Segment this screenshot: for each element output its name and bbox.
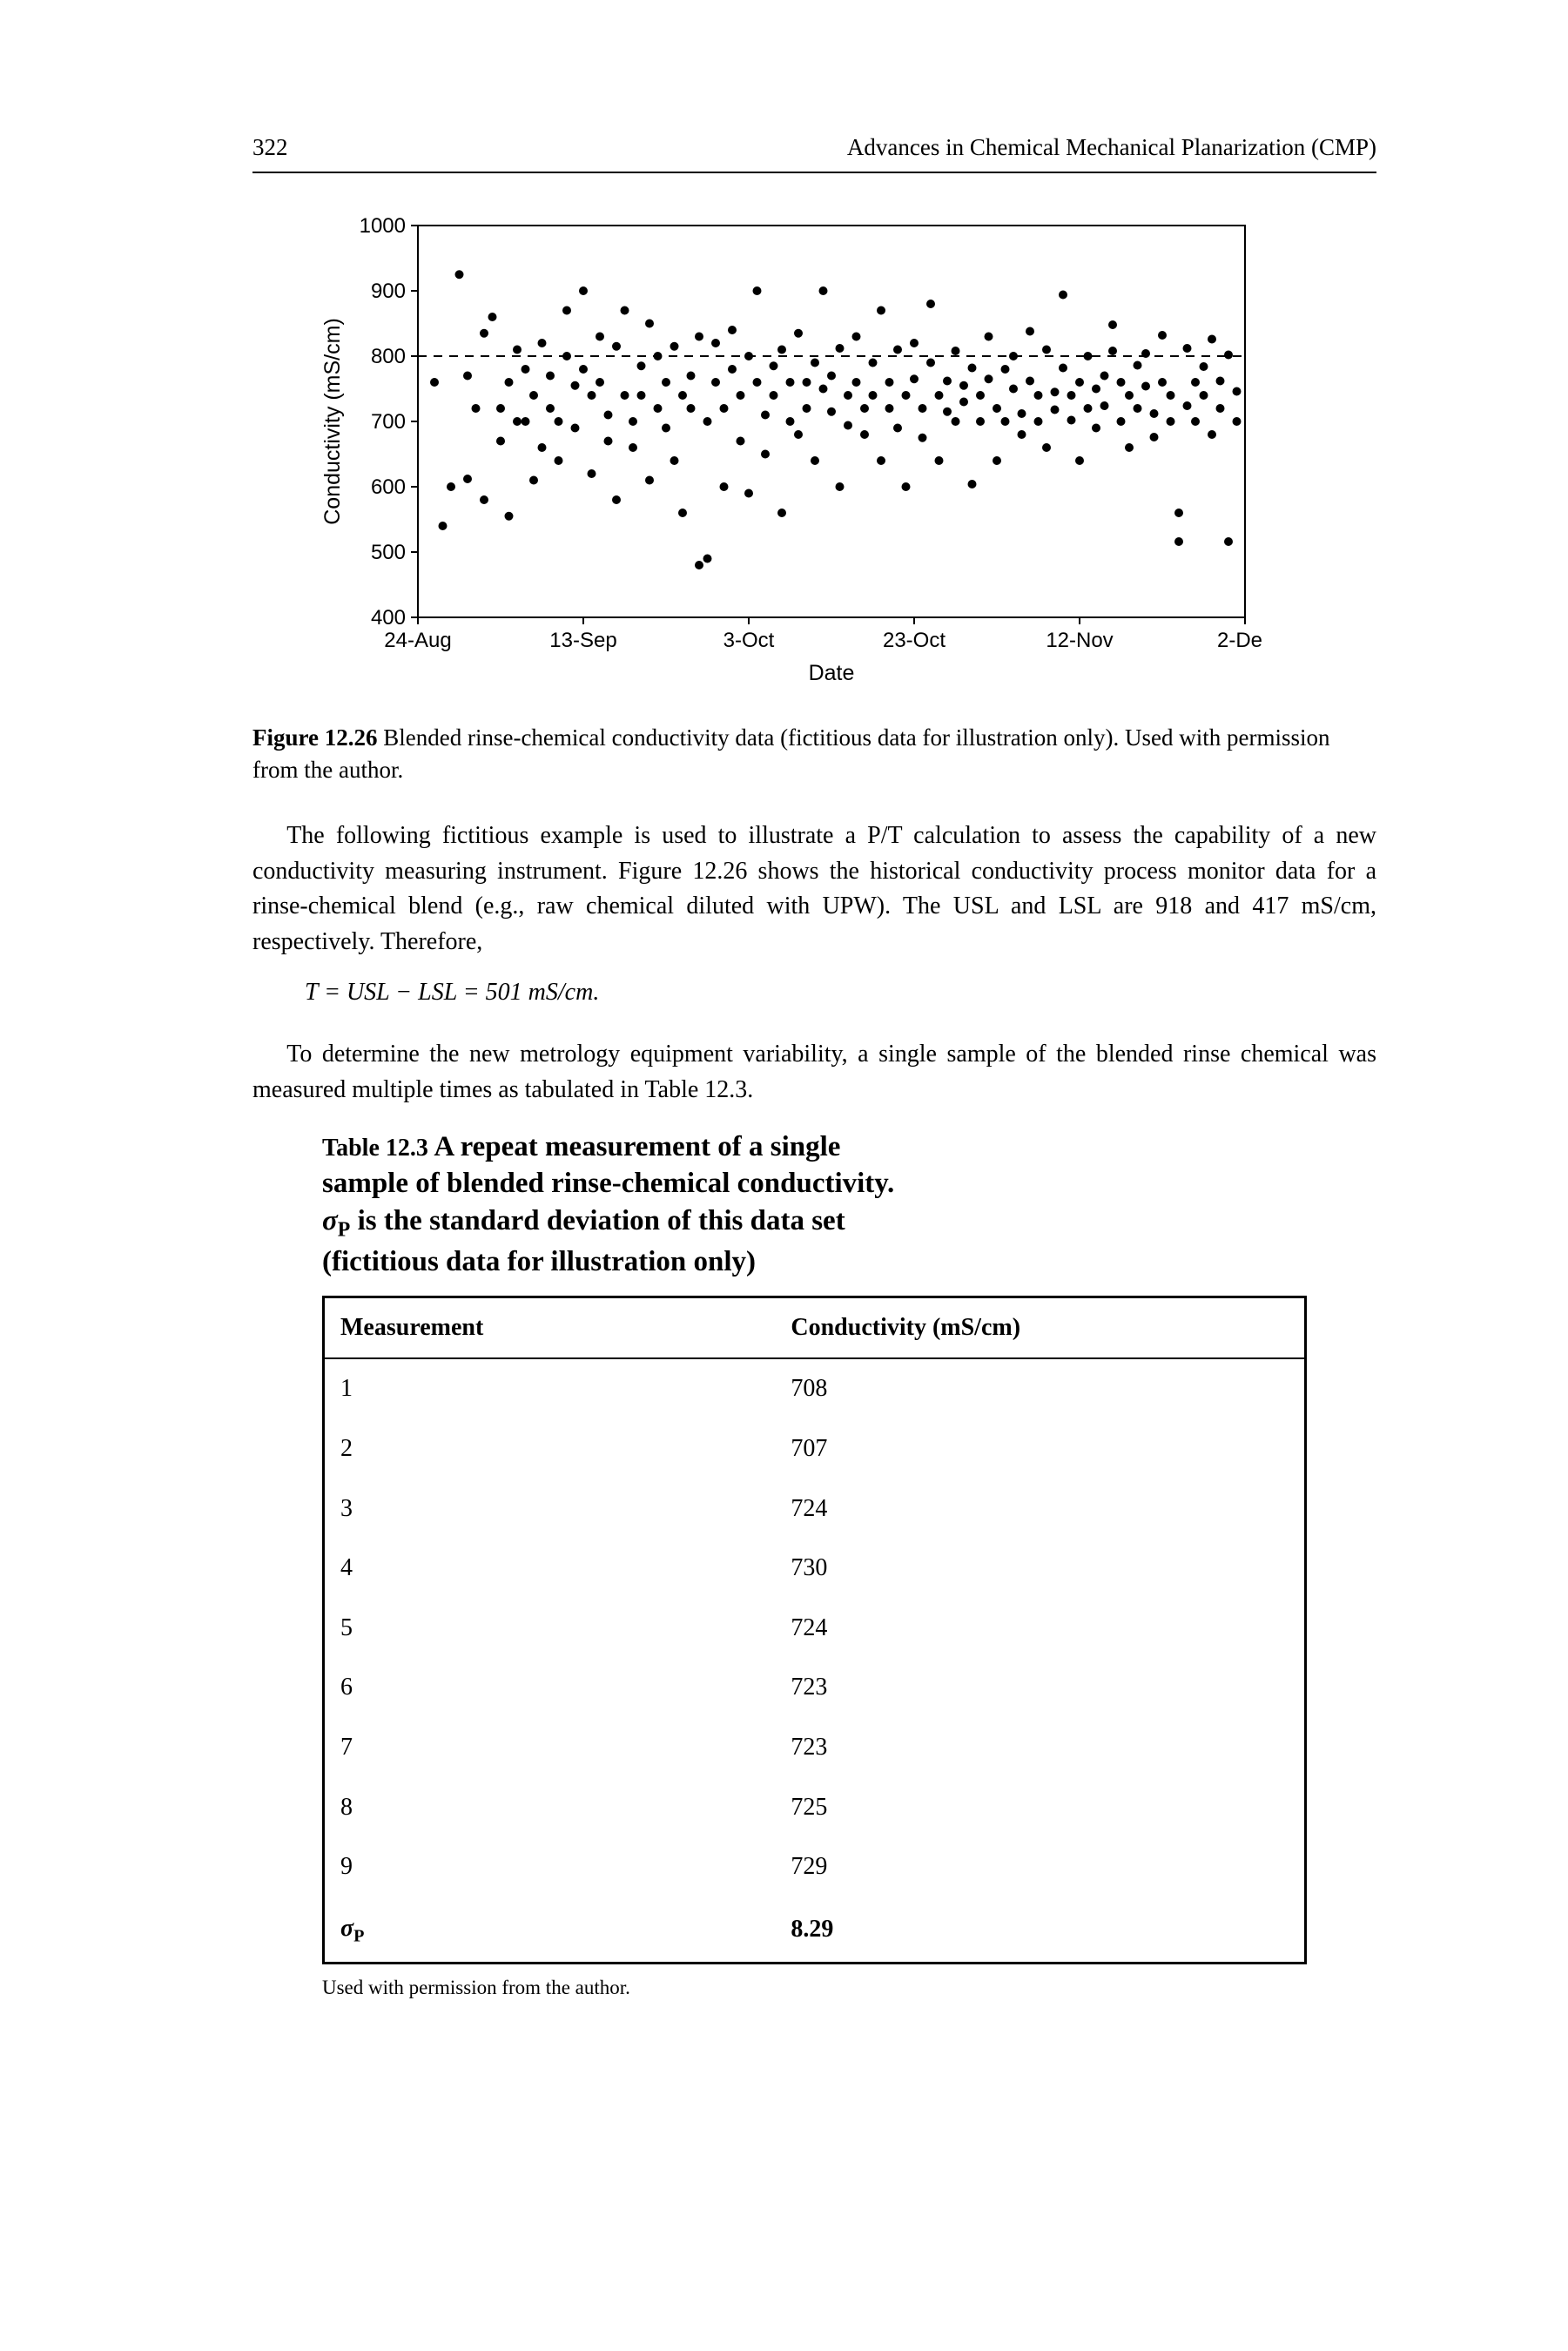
table-row: 9729 <box>324 1837 1306 1897</box>
conductivity-scatter-chart: 400 500 600 700 800 900 1000 24-Aug 13-Sep 3-Oct 2… <box>305 208 1376 696</box>
table-label: Table 12.3 <box>322 1135 428 1162</box>
table-cell: 724 <box>775 1599 1305 1659</box>
page-header: 322 Advances in Chemical Mechanical Plan… <box>252 131 1376 173</box>
svg-text:1000: 1000 <box>360 214 406 238</box>
svg-text:600: 600 <box>371 475 406 499</box>
svg-text:2-Dec: 2-Dec <box>1217 629 1262 652</box>
table-row-sigma: σP8.29 <box>324 1897 1306 1963</box>
svg-text:Date: Date <box>809 661 855 685</box>
table-cell: 730 <box>775 1539 1305 1599</box>
table-cell: 723 <box>775 1658 1305 1718</box>
table-row: 5724 <box>324 1599 1306 1659</box>
svg-text:12-Nov: 12-Nov <box>1046 629 1113 652</box>
table-cell: 1 <box>324 1358 776 1419</box>
table-header-measurement: Measurement <box>324 1297 776 1358</box>
svg-text:700: 700 <box>371 410 406 434</box>
table-cell: 708 <box>775 1358 1305 1419</box>
svg-text:400: 400 <box>371 606 406 630</box>
figure-caption-text: Blended rinse-chemical conductivity data… <box>252 724 1330 782</box>
table-title-line4: (fictitious data for illustration only) <box>322 1246 756 1277</box>
table-cell: 4 <box>324 1539 776 1599</box>
table-row: 2707 <box>324 1419 1306 1479</box>
page-number: 322 <box>252 131 288 165</box>
table-row: 8725 <box>324 1778 1306 1838</box>
table-cell: 707 <box>775 1419 1305 1479</box>
table-title-line1: A repeat measurement of a single <box>434 1131 840 1162</box>
table-title-sigma-sub: P <box>338 1218 351 1241</box>
table-cell: 7 <box>324 1718 776 1778</box>
table-row: 1708 <box>324 1358 1306 1419</box>
paragraph-2: To determine the new metrology equipment… <box>252 1037 1376 1108</box>
svg-text:800: 800 <box>371 345 406 368</box>
svg-text:900: 900 <box>371 280 406 303</box>
table-cell: 724 <box>775 1479 1305 1539</box>
table-footnote: Used with permission from the author. <box>322 1973 1307 2002</box>
table-cell-sigma-label: σP <box>324 1897 776 1963</box>
table-cell: 2 <box>324 1419 776 1479</box>
svg-text:3-Oct: 3-Oct <box>723 629 775 652</box>
table-header-conductivity: Conductivity (mS/cm) <box>775 1297 1305 1358</box>
table-title-line3-rest: is the standard deviation of this data s… <box>350 1205 845 1236</box>
figure-caption: Figure 12.26 Blended rinse-chemical cond… <box>252 722 1376 785</box>
table-title: Table 12.3 A repeat measurement of a sin… <box>322 1128 1307 1280</box>
table-row: 6723 <box>324 1658 1306 1718</box>
svg-text:23-Oct: 23-Oct <box>883 629 946 652</box>
svg-text:500: 500 <box>371 541 406 564</box>
svg-text:Conductivity (mS/cm): Conductivity (mS/cm) <box>320 318 345 525</box>
svg-text:24-Aug: 24-Aug <box>384 629 451 652</box>
svg-text:13-Sep: 13-Sep <box>549 629 616 652</box>
table-cell: 9 <box>324 1837 776 1897</box>
table-row: 4730 <box>324 1539 1306 1599</box>
table-row: 3724 <box>324 1479 1306 1539</box>
paragraph-1: The following fictitious example is used… <box>252 818 1376 960</box>
conductivity-table: Measurement Conductivity (mS/cm) 1708270… <box>322 1296 1307 1964</box>
table-title-line2: sample of blended rinse-chemical conduct… <box>322 1168 894 1199</box>
figure-label: Figure 12.26 <box>252 724 378 751</box>
table-cell: 8 <box>324 1778 776 1838</box>
table-cell: 3 <box>324 1479 776 1539</box>
table-cell: 6 <box>324 1658 776 1718</box>
table-cell: 725 <box>775 1778 1305 1838</box>
equation-t: T = USL − LSL = 501 mS/cm. <box>305 975 1376 1011</box>
table-title-sigma: σ <box>322 1205 338 1236</box>
table-row: 7723 <box>324 1718 1306 1778</box>
running-title: Advances in Chemical Mechanical Planariz… <box>847 131 1376 165</box>
table-cell: 5 <box>324 1599 776 1659</box>
table-cell-sigma-value: 8.29 <box>775 1897 1305 1963</box>
table-cell: 723 <box>775 1718 1305 1778</box>
table-cell: 729 <box>775 1837 1305 1897</box>
